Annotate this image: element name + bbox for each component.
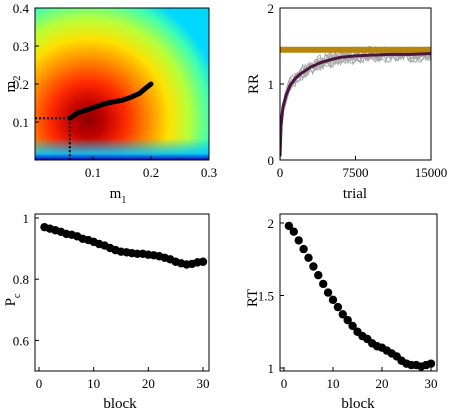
rt-point [343, 315, 352, 325]
rr-run-line [280, 45, 431, 154]
pc-xtick-label: 10 [87, 376, 100, 391]
rt-point [333, 302, 343, 312]
rt-xtick-label: 20 [376, 376, 389, 391]
heatmap-xlabel: m1 [110, 186, 127, 206]
panel-rr: 0 7500 15000 0 1 2 trial RR [246, 1, 447, 202]
pc-points [40, 222, 208, 269]
rt-ytick-label: 1 [268, 361, 275, 376]
rt-xtick-label: 0 [281, 376, 288, 391]
rr-run-line [280, 46, 431, 153]
pc-ytick-label: 0.6 [13, 333, 30, 348]
rr-ylabel: RR [246, 74, 262, 94]
heatmap-ytick-label: 0.1 [13, 115, 29, 130]
rr-ticks: 0 7500 15000 0 1 2 [268, 1, 448, 180]
pc-ytick-label: 1 [23, 211, 30, 226]
pc-xtick-label: 30 [197, 376, 210, 391]
rt-point [304, 253, 313, 262]
heatmap-ytick-label: 0.4 [13, 1, 30, 16]
rt-point [348, 321, 357, 331]
rt-points [284, 221, 436, 371]
heatmap-xtick-label: 0.2 [143, 165, 159, 180]
heatmap-xtick-label: 0.1 [85, 165, 101, 180]
rr-xtick-label: 0 [277, 165, 284, 180]
rr-individual-runs [280, 45, 431, 160]
rt-point [289, 227, 298, 236]
heatmap-ylabel-sub: 2 [12, 76, 23, 81]
rr-axes-frame [279, 7, 432, 161]
rt-point [323, 288, 333, 297]
rt-axes-frame [279, 213, 438, 372]
pc-ticks: 0 10 20 30 0.6 0.8 1 [13, 211, 210, 391]
pc-ylabel-sub: c [12, 293, 23, 298]
panel-heatmap: 0.1 0.2 0.3 0.1 0.2 0.3 0.4 m1 m2 [3, 1, 217, 206]
rt-ticks: 0 10 20 30 1 1.5 2 [258, 216, 438, 391]
rr-xtick-label: 15000 [415, 165, 448, 180]
heatmap-ytick-label: 0.2 [13, 77, 29, 92]
rr-ytick-label: 0 [268, 153, 275, 168]
heatmap-ticks: 0.1 0.2 0.3 0.1 0.2 0.3 0.4 [13, 1, 217, 180]
rt-point [294, 236, 303, 245]
rr-ytick-label: 2 [268, 1, 275, 16]
heatmap-xlabel-sub: 1 [121, 195, 126, 206]
pc-xlabel: block [103, 396, 137, 412]
rt-ytick-label: 2 [268, 216, 275, 231]
rt-point [328, 295, 338, 305]
rt-point [314, 271, 323, 280]
rr-xtick-label: 7500 [343, 165, 369, 180]
learning-trajectory [67, 81, 154, 121]
rr-run-line [280, 45, 431, 155]
rt-xlabel: block [341, 396, 375, 412]
rr-xlabel: trial [343, 186, 367, 202]
panel-pc: 0 10 20 30 0.6 0.8 1 block Pc [3, 211, 210, 412]
panel-rt: 0 10 20 30 1 1.5 2 block RT [245, 213, 438, 412]
rt-point [284, 221, 294, 231]
heatmap-bottom-band [35, 138, 209, 160]
rt-point [319, 279, 328, 289]
rr-mean-curve [280, 52, 431, 157]
pc-point [198, 257, 208, 266]
heatmap-ytick-label: 0.3 [13, 39, 29, 54]
heatmap-ylabel: m2 [3, 76, 23, 93]
rt-xtick-label: 30 [425, 376, 438, 391]
rt-ylabel: RT [245, 289, 261, 307]
pc-axes-frame [34, 213, 210, 372]
rt-ytick-label: 1.5 [258, 289, 274, 304]
pc-ytick-label: 0.8 [13, 272, 29, 287]
rt-point [309, 262, 318, 271]
heatmap-xtick-label: 0.3 [201, 165, 217, 180]
rr-ytick-label: 1 [268, 77, 275, 92]
heatmap-field [35, 8, 209, 160]
pc-ylabel: Pc [3, 293, 23, 306]
rt-point [299, 244, 308, 254]
pc-xtick-label: 20 [142, 376, 155, 391]
pc-xtick-label: 0 [36, 376, 43, 391]
rt-point [338, 310, 347, 319]
rt-point [426, 359, 436, 368]
rt-xtick-label: 10 [327, 376, 340, 391]
